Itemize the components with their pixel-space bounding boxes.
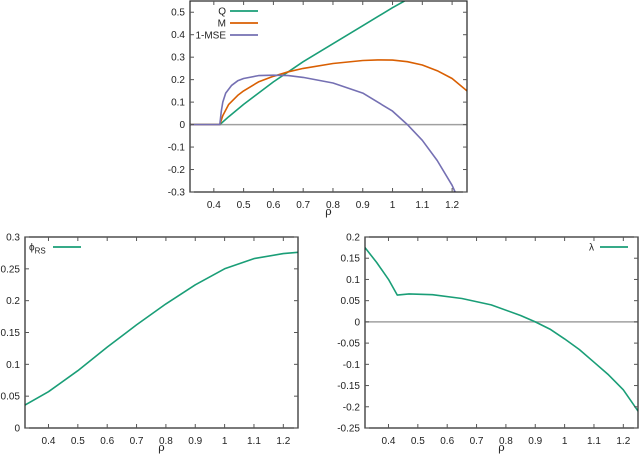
x-tick-label: 0.5 — [237, 200, 251, 211]
y-tick-label: -0.05 — [337, 339, 360, 350]
x-tick-label: 0.7 — [296, 200, 310, 211]
legend-label: 1-MSE — [195, 31, 226, 42]
x-tick-label: 0.8 — [499, 436, 513, 447]
x-tick-label: 0.5 — [71, 436, 85, 447]
x-tick-label: 1.2 — [276, 436, 290, 447]
y-tick-label: -0.2 — [168, 165, 186, 176]
y-tick-label: -0.2 — [343, 402, 361, 413]
series-line-0 — [365, 247, 638, 412]
x-tick-label: 1.1 — [587, 436, 601, 447]
legend-entry: Q — [218, 7, 258, 18]
x-tick-label: 0.4 — [207, 200, 221, 211]
y-tick-label: 0.3 — [171, 53, 185, 64]
chart-bottom-left-phi-rs: 0.4 0.5 0.6 0.7 0.8 0.9 1 1.1 1.2 0 0.05 0.1 0.15 0.2… — [1, 233, 299, 454]
legend-label: M — [218, 19, 226, 30]
y-tick-label: 0.2 — [171, 75, 185, 86]
x-tick-label: 0.6 — [440, 436, 454, 447]
x-tick-label: 0.8 — [326, 200, 340, 211]
x-tick-label: 0.7 — [130, 436, 144, 447]
y-tick-label: 0.15 — [1, 328, 21, 339]
x-tick-label: 0.9 — [356, 200, 370, 211]
legend-label: Q — [218, 7, 226, 18]
y-tick-label: 0.2 — [346, 233, 360, 244]
y-tick-label: 0.5 — [171, 8, 185, 19]
legend-entry: 1-MSE — [195, 31, 258, 42]
y-tick-label: 0.05 — [341, 296, 361, 307]
x-tick-label: 1.1 — [415, 200, 429, 211]
x-tick-label: 0.5 — [411, 436, 425, 447]
y-tick-label: 0 — [179, 120, 185, 131]
y-tick-label: 0.25 — [1, 264, 21, 275]
legend-label: λ — [589, 243, 594, 254]
legend-entry: λ — [589, 243, 628, 254]
plot-frame — [189, 0, 468, 193]
y-tick-label: -0.25 — [337, 424, 360, 435]
x-tick-label: 1 — [562, 436, 568, 447]
x-tick-label: 0.4 — [42, 436, 56, 447]
x-axis-label: ρ — [498, 441, 504, 454]
x-tick-label: 0.4 — [382, 436, 396, 447]
y-tick-label: -0.3 — [168, 188, 186, 199]
x-tick-label: 0.6 — [100, 436, 114, 447]
x-tick-label: 1.2 — [616, 436, 630, 447]
x-tick-label: 0.8 — [159, 436, 173, 447]
series-line-0 — [190, 1, 405, 126]
y-tick-label: 0 — [14, 424, 20, 435]
legend-label: ϕRS — [29, 243, 46, 256]
y-tick-label: -0.1 — [168, 143, 186, 154]
y-tick-label: 0.4 — [171, 30, 185, 41]
x-tick-label: 0.7 — [470, 436, 484, 447]
series-line-0 — [25, 251, 298, 406]
y-tick-label: 0.05 — [1, 392, 21, 403]
plot-frame — [24, 236, 299, 429]
x-tick-label: 1.1 — [247, 436, 261, 447]
x-axis-label: ρ — [325, 205, 331, 218]
plot-frame — [364, 236, 639, 429]
x-tick-label: 1.2 — [445, 200, 459, 211]
x-tick-label: 0.9 — [528, 436, 542, 447]
x-axis-label: ρ — [158, 441, 164, 454]
y-tick-label: -0.15 — [337, 381, 360, 392]
legend-entry: M — [218, 19, 258, 30]
x-tick-label: 0.9 — [188, 436, 202, 447]
y-tick-label: 0.1 — [346, 275, 360, 286]
y-tick-label: 0.15 — [341, 254, 361, 265]
chart-bottom-right-lambda: 0.4 0.5 0.6 0.7 0.8 0.9 1 1.1 1.2 -0.25 -0.2 -0.15 -… — [337, 233, 639, 454]
y-tick-label: 0.2 — [6, 296, 20, 307]
series-line-2 — [190, 74, 456, 192]
x-tick-label: 1 — [390, 200, 396, 211]
y-tick-label: 0.1 — [171, 98, 185, 109]
y-tick-label: 0.1 — [6, 360, 20, 371]
y-tick-label: 0 — [354, 317, 360, 328]
legend-entry: ϕRS — [29, 243, 81, 256]
chart-top-q-m-mse: 0.4 0.5 0.6 0.7 0.8 0.9 1 1.1 1.2 -0.3 -0.2 -0.1 0 0.… — [168, 0, 468, 218]
y-tick-label: 0.3 — [6, 233, 20, 244]
x-tick-label: 1 — [222, 436, 228, 447]
x-tick-label: 0.6 — [266, 200, 280, 211]
y-tick-label: -0.1 — [343, 360, 361, 371]
series-line-1 — [190, 59, 467, 126]
